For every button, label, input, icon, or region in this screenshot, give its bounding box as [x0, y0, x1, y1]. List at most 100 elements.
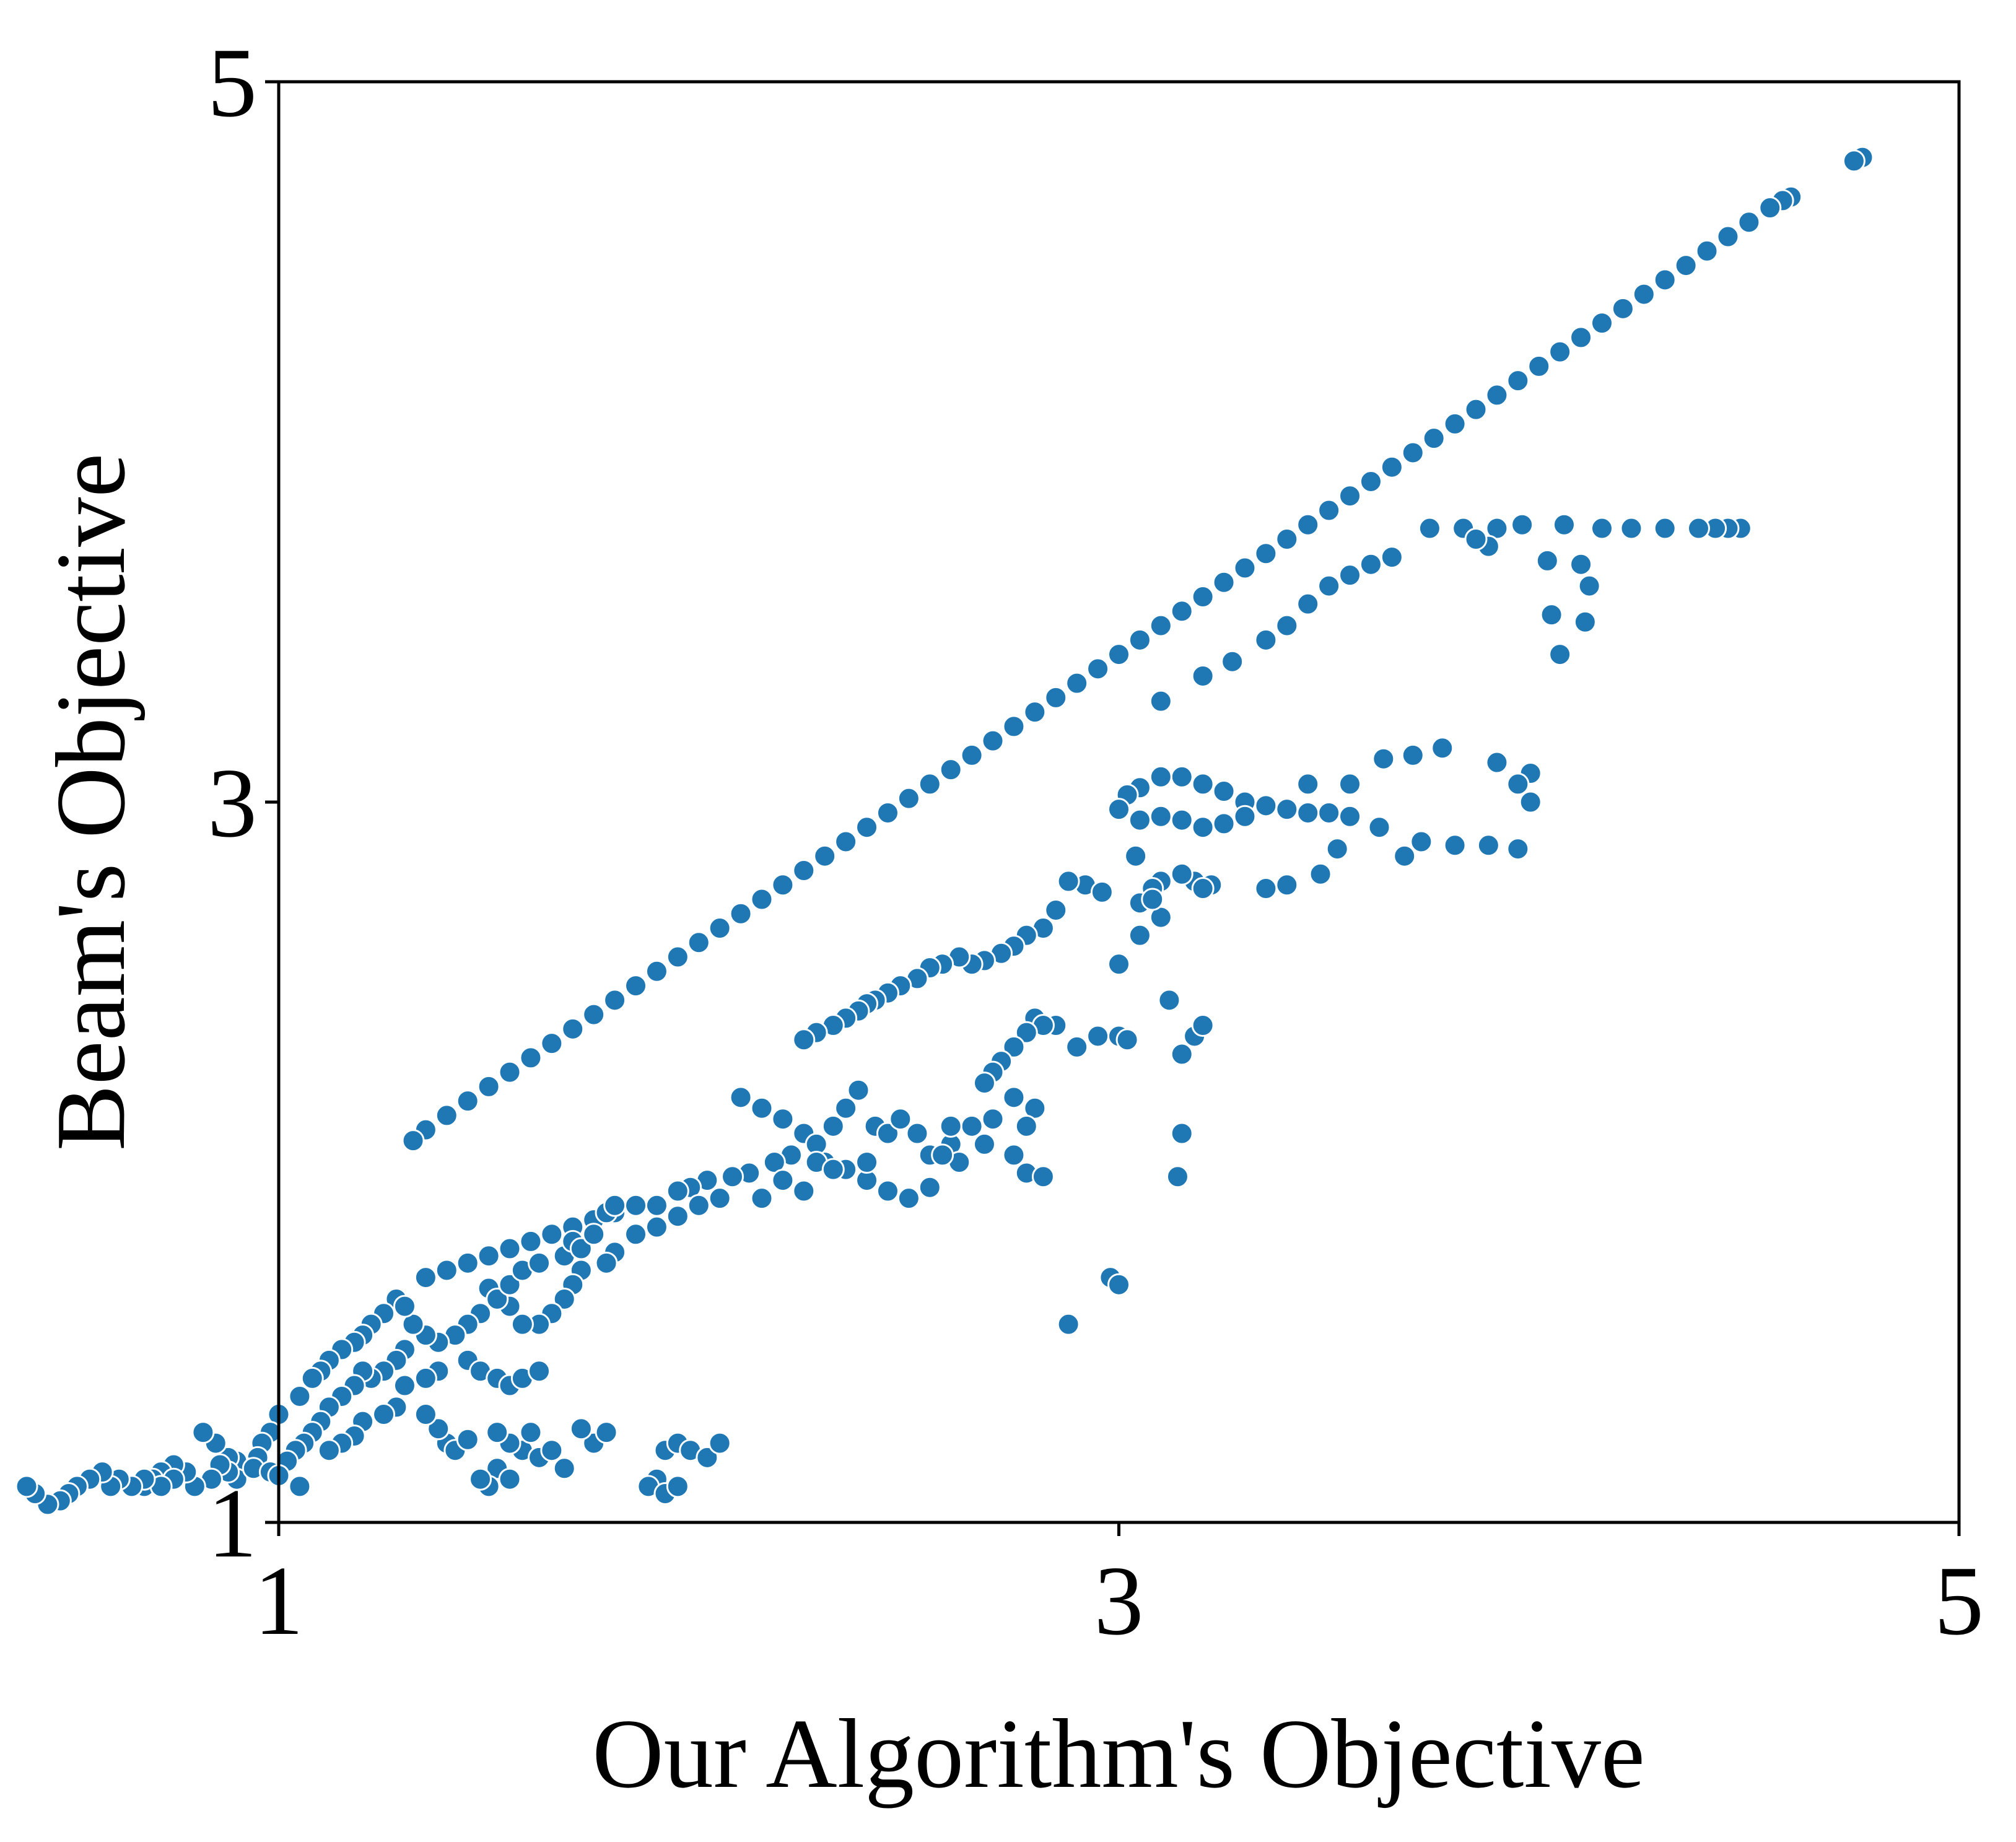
scatter-point	[552, 1457, 576, 1480]
scatter-point	[1418, 517, 1441, 540]
scatter-point	[1212, 812, 1236, 836]
scatter-point	[708, 1187, 731, 1210]
scatter-point	[897, 787, 920, 810]
scatter-point	[603, 989, 627, 1012]
scatter-point	[540, 1439, 564, 1462]
scatter-point	[1275, 873, 1299, 897]
scatter-point	[569, 1237, 593, 1260]
scatter-point	[317, 1439, 341, 1462]
scatter-point	[708, 917, 731, 940]
scatter-point	[1107, 953, 1130, 976]
scatter-point	[603, 1194, 627, 1217]
scatter-point	[1275, 528, 1299, 551]
scatter-point	[1170, 1122, 1193, 1145]
scatter-point	[792, 1028, 816, 1052]
scatter-point	[1548, 643, 1572, 666]
scatter-point	[1548, 340, 1572, 364]
y-axis-label: Beam's Objective	[35, 453, 146, 1151]
scatter-point	[918, 1176, 941, 1199]
scatter-point	[1275, 614, 1299, 637]
scatter-point	[582, 1223, 606, 1246]
scatter-point	[1540, 603, 1563, 627]
scatter-point	[813, 844, 837, 868]
scatter-point	[1002, 1035, 1026, 1058]
scatter-point	[552, 1287, 576, 1311]
scatter-point	[1535, 549, 1559, 572]
scatter-point	[288, 1384, 312, 1408]
scatter-point	[1031, 1165, 1055, 1189]
scatter-point	[1506, 772, 1530, 796]
scatter-point	[1221, 650, 1244, 673]
scatter-point	[1372, 747, 1395, 770]
scatter-point	[1317, 499, 1341, 522]
scatter-point	[792, 1179, 816, 1203]
scatter-point	[569, 1417, 593, 1441]
scatter-point	[1002, 1143, 1026, 1167]
scatter-point	[486, 1421, 509, 1444]
scatter-point	[1065, 1035, 1089, 1058]
scatter-point	[498, 1467, 521, 1491]
scatter-point	[666, 1179, 689, 1203]
scatter-point	[1254, 794, 1278, 818]
scatter-point	[1674, 254, 1698, 277]
scatter-point	[939, 758, 962, 782]
scatter-point	[981, 1107, 1005, 1131]
scatter-point	[1254, 542, 1278, 565]
scatter-point	[528, 1251, 551, 1275]
scatter-point	[1511, 513, 1534, 536]
scatter-point	[771, 873, 795, 897]
scatter-point	[1170, 600, 1193, 623]
scatter-point	[624, 1223, 648, 1246]
scatter-point	[498, 1237, 521, 1260]
scatter-point	[834, 830, 858, 853]
scatter-point	[427, 1417, 450, 1441]
scatter-point	[1124, 844, 1148, 868]
scatter-point	[288, 1475, 312, 1498]
scatter-point	[1107, 1273, 1130, 1296]
scatter-point	[666, 945, 689, 969]
scatter-point	[972, 1132, 996, 1156]
scatter-point	[1254, 628, 1278, 652]
scatter-point	[456, 1428, 479, 1451]
scatter-point	[1590, 312, 1613, 335]
scatter-point	[666, 1205, 689, 1228]
scatter-point	[1107, 798, 1130, 821]
scatter-point	[595, 1421, 618, 1444]
scatter-point	[477, 1244, 500, 1268]
scatter-point	[1325, 837, 1349, 861]
scatter-point	[1170, 808, 1193, 832]
scatter-point	[876, 801, 899, 824]
scatter-point	[1191, 664, 1215, 687]
scatter-point	[1410, 830, 1433, 853]
scatter-point	[1254, 877, 1278, 901]
scatter-point	[847, 1078, 870, 1102]
y-tick-label: 3	[207, 748, 257, 858]
scatter-point	[1158, 989, 1181, 1012]
scatter-point	[960, 1114, 984, 1138]
scatter-point	[1401, 743, 1425, 767]
scatter-point	[414, 1266, 437, 1290]
scatter-point	[414, 1403, 437, 1426]
scatter-point	[821, 1158, 845, 1181]
scatter-point	[1002, 1086, 1026, 1109]
scatter-point	[1191, 772, 1215, 796]
scatter-point	[939, 1114, 962, 1138]
scatter-point	[1233, 805, 1257, 828]
scatter-point	[1015, 1114, 1038, 1138]
scatter-point	[696, 1446, 719, 1469]
scatter-point	[1569, 326, 1593, 349]
x-tick-label: 3	[1094, 1545, 1144, 1656]
scatter-point	[561, 1017, 585, 1041]
scatter-point	[1620, 517, 1643, 540]
scatter-point	[1309, 862, 1332, 886]
scatter-point	[1527, 354, 1551, 378]
scatter-point	[1317, 574, 1341, 598]
scatter-point	[1687, 517, 1710, 540]
scatter-point	[1632, 282, 1656, 306]
scatter-point	[1422, 427, 1446, 450]
scatter-point	[1275, 798, 1299, 821]
scatter-point	[645, 959, 668, 983]
scatter-point	[1842, 149, 1865, 173]
scatter-point	[1737, 211, 1761, 234]
